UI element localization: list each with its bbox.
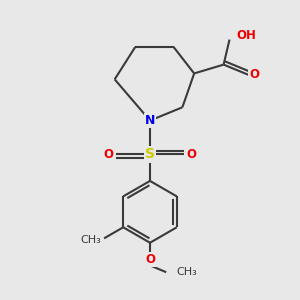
Text: O: O [249, 68, 259, 81]
Text: S: S [145, 147, 155, 161]
Text: O: O [104, 148, 114, 161]
Text: N: N [145, 114, 155, 127]
Text: O: O [145, 253, 155, 266]
Text: CH₃: CH₃ [80, 235, 101, 245]
Text: OH: OH [237, 29, 257, 42]
Text: O: O [186, 148, 196, 161]
Text: CH₃: CH₃ [176, 267, 197, 277]
